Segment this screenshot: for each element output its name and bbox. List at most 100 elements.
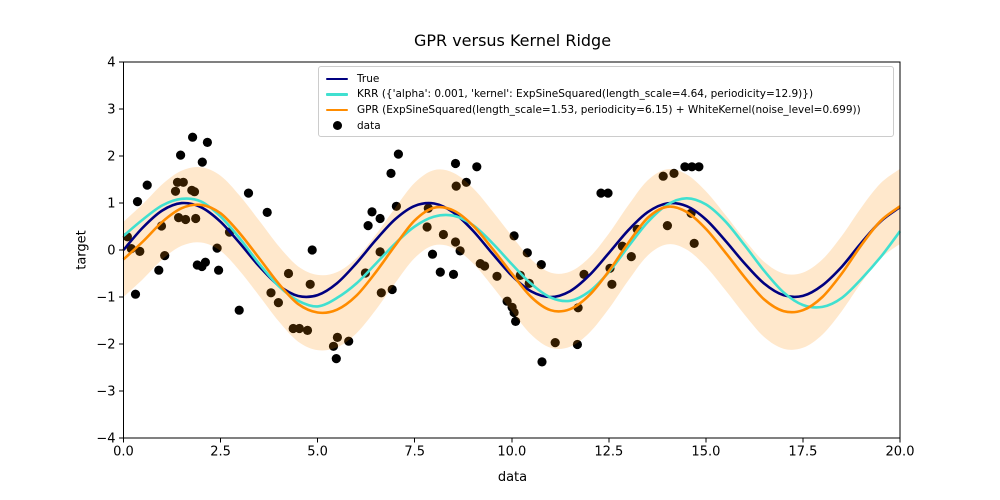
legend-label: True [357, 72, 380, 85]
data-point [387, 284, 397, 295]
data-point [212, 243, 222, 253]
data-point [154, 265, 164, 275]
legend-label: KRR ({'alpha': 0.001, 'kernel': ExpSineS… [357, 88, 814, 101]
gpr-line [122, 203, 901, 315]
y-tick-label: −1 [96, 291, 115, 306]
data-point [680, 162, 690, 172]
data-point [363, 221, 373, 231]
data-point [135, 246, 145, 256]
data-point [273, 298, 283, 308]
data-point [694, 162, 704, 172]
krr-line [122, 196, 902, 309]
data-point [170, 186, 181, 196]
chart-title: GPR versus Kernel Ridge [413, 31, 612, 50]
data-point [658, 171, 668, 181]
legend-item: data [326, 118, 893, 134]
data-point [302, 325, 313, 335]
data-point [174, 213, 184, 223]
data-point [344, 336, 354, 346]
data-point [536, 260, 546, 270]
legend-line-marker [326, 77, 348, 81]
legend-label: GPR (ExpSineSquared(length_scale=1.53, p… [357, 103, 861, 116]
data-point [197, 157, 207, 167]
data-point [191, 213, 201, 224]
data-point [176, 150, 186, 160]
y-tick-label: −3 [96, 385, 115, 400]
x-tick-label: 10.0 [497, 445, 526, 460]
data-point [502, 296, 512, 306]
data-point [689, 238, 699, 248]
legend-line-marker [326, 108, 348, 112]
data-point [603, 188, 613, 198]
x-tick-label: 17.5 [788, 445, 817, 460]
data-point [391, 201, 401, 211]
data-point [234, 305, 244, 315]
legend-item: GPR (ExpSineSquared(length_scale=1.53, p… [326, 102, 893, 118]
data-point [386, 168, 396, 178]
data-point [438, 229, 448, 240]
legend-item: KRR ({'alpha': 0.001, 'kernel': ExpSineS… [326, 87, 893, 103]
data-point [626, 252, 636, 262]
data-point [243, 188, 254, 198]
y-tick-label: 1 [107, 197, 115, 212]
y-tick-label: −2 [96, 338, 115, 353]
legend: True KRR ({'alpha': 0.001, 'kernel': ExpS… [318, 66, 894, 137]
data-point [480, 261, 490, 271]
data-point [550, 338, 560, 348]
data-point [522, 248, 532, 258]
data-point [509, 231, 519, 241]
x-tick-label: 20.0 [886, 445, 915, 460]
legend-item: True [326, 71, 893, 87]
x-tick-label: 15.0 [691, 445, 720, 460]
data-point [450, 158, 461, 169]
data-point [132, 197, 143, 207]
data-point [537, 357, 547, 367]
data-point [178, 177, 188, 187]
legend-dot-marker [332, 121, 342, 131]
data-point [393, 149, 403, 159]
data-point [375, 247, 385, 257]
data-point [367, 207, 377, 217]
data-point [455, 246, 465, 256]
data-point [189, 187, 200, 197]
data-point [472, 162, 482, 172]
data-point [669, 168, 679, 178]
data-point [332, 332, 342, 342]
data-point [305, 279, 315, 289]
y-tick-label: −4 [96, 432, 115, 447]
data-point [510, 316, 521, 326]
x-tick-label: 2.5 [210, 445, 231, 460]
x-tick-label: 12.5 [594, 445, 623, 460]
data-point [596, 188, 606, 198]
data-point [492, 271, 502, 281]
data-point [687, 162, 697, 172]
data-point [142, 180, 152, 190]
data-point [266, 288, 276, 298]
data-point [607, 279, 617, 289]
data-point [307, 245, 317, 255]
y-tick-label: 2 [107, 150, 115, 165]
data-point [376, 288, 386, 298]
data-point [200, 257, 210, 267]
x-tick-label: 7.5 [404, 445, 425, 460]
data-point [450, 237, 461, 247]
data-point [262, 207, 272, 217]
legend-label: data [357, 119, 381, 132]
data-point [160, 251, 170, 261]
data-point [283, 268, 294, 279]
data-point [448, 269, 459, 279]
data-point [461, 177, 471, 187]
data-point [214, 265, 224, 275]
y-tick-label: 3 [107, 103, 115, 118]
data-point [451, 181, 461, 191]
data-point [515, 270, 525, 280]
data-point [572, 339, 583, 350]
data-point [435, 267, 445, 277]
data-point [202, 137, 212, 147]
data-point [662, 221, 673, 231]
data-point [328, 341, 339, 351]
data-point [188, 132, 198, 142]
data-point [422, 222, 432, 232]
